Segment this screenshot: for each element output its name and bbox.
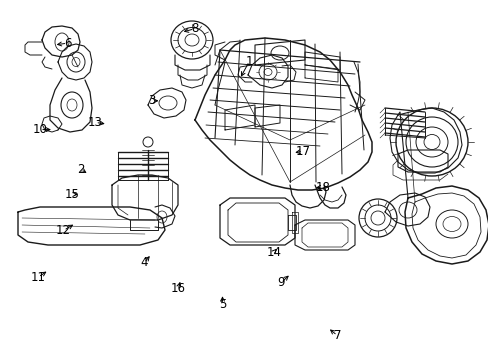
Text: 12: 12 <box>56 224 71 237</box>
Text: 18: 18 <box>315 181 329 194</box>
Text: 3: 3 <box>147 94 155 107</box>
Text: 7: 7 <box>333 329 341 342</box>
Text: 17: 17 <box>295 145 310 158</box>
Text: 4: 4 <box>140 256 148 269</box>
Text: 13: 13 <box>88 116 102 129</box>
Text: 9: 9 <box>277 276 285 289</box>
Text: 11: 11 <box>31 271 45 284</box>
Text: 10: 10 <box>33 123 47 136</box>
Text: 15: 15 <box>65 188 80 201</box>
Text: 1: 1 <box>245 55 253 68</box>
Text: 2: 2 <box>77 163 84 176</box>
Text: 16: 16 <box>171 282 185 294</box>
Text: 5: 5 <box>218 298 226 311</box>
Text: 14: 14 <box>266 246 281 258</box>
Text: 6: 6 <box>63 37 71 50</box>
Text: 8: 8 <box>190 22 198 35</box>
